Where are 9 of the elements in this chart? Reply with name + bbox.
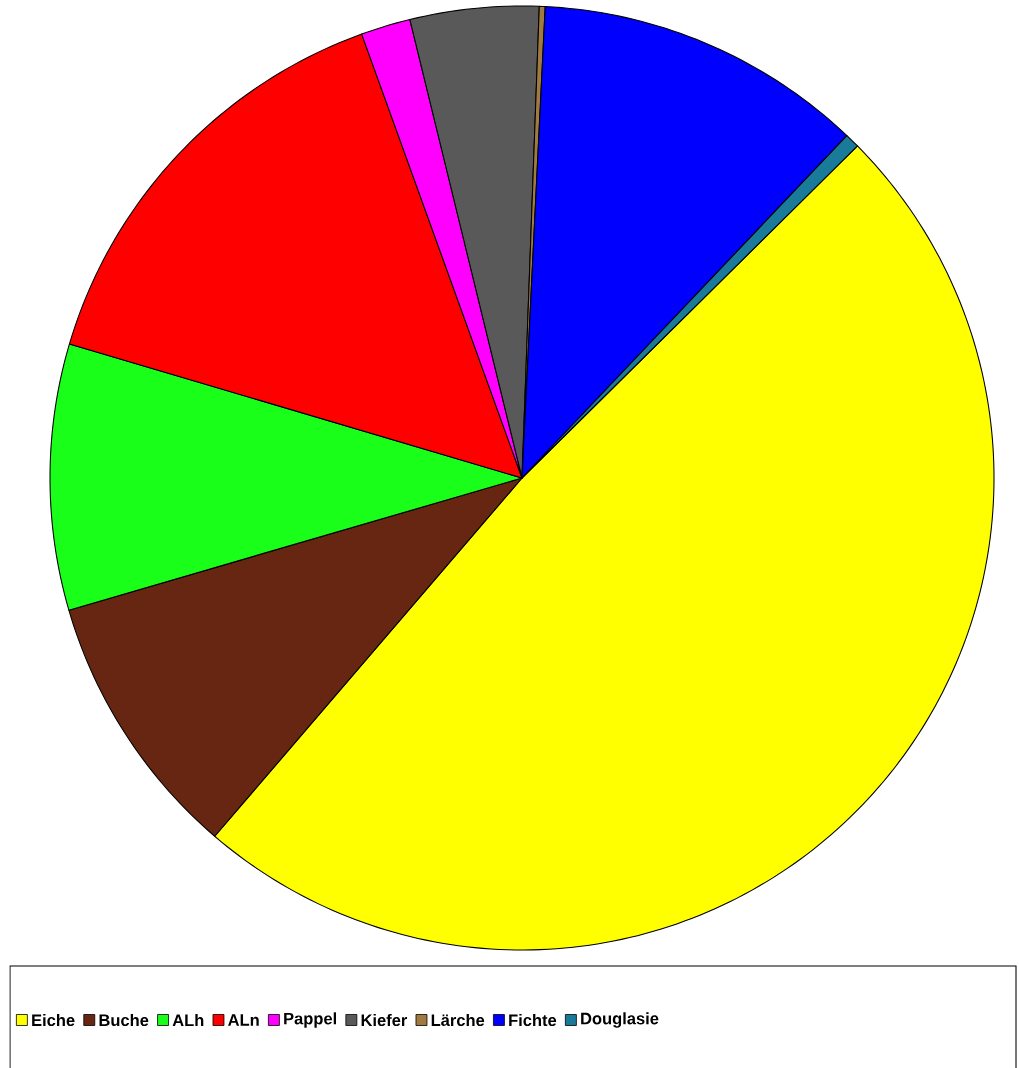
legend-label: Eiche [32,1013,75,1027]
legend-label: Pappel [284,1012,337,1028]
legend-label: Kiefer [361,1013,408,1027]
legend-label: Lärche [431,1013,485,1027]
legend-label: Douglasie [581,1012,659,1028]
legend-label: Fichte [509,1013,557,1027]
legend-label: ALh [172,1014,204,1026]
legend-label: ALn [228,1014,259,1026]
legend-label: Buche [99,1013,149,1027]
